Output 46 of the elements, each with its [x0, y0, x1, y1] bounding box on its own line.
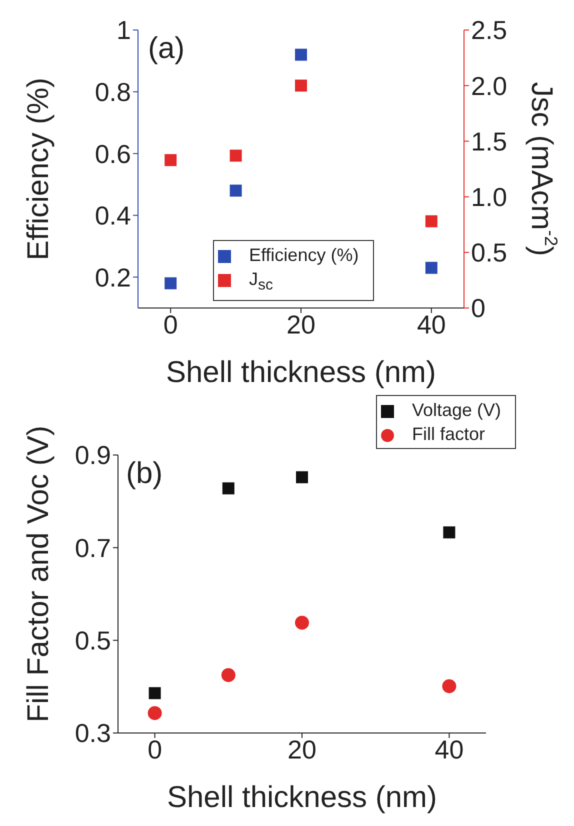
point — [221, 668, 236, 682]
point — [442, 679, 456, 694]
point — [443, 526, 456, 538]
point — [230, 150, 242, 162]
y2-tick-label: 2.5 — [471, 15, 508, 46]
point — [148, 687, 161, 700]
y-tick-label: 0.3 — [74, 718, 111, 748]
point — [148, 706, 162, 720]
x-axis-title: Shell thickness (nm) — [166, 781, 438, 814]
y-tick-label: 0.6 — [94, 138, 131, 169]
x-tick-label: 40 — [434, 734, 464, 764]
y-tick-label: 0.4 — [94, 200, 131, 231]
y-tick-label: 1 — [116, 15, 131, 46]
point — [296, 471, 308, 484]
point — [164, 277, 177, 290]
y2-tick-label: 0.5 — [471, 238, 508, 268]
x-axis-title: Shell thickness (nm) — [166, 356, 436, 389]
y-tick-label: 0.9 — [74, 440, 111, 470]
annotation: (a) — [148, 32, 185, 66]
point — [425, 262, 438, 274]
y2-tick-label: 2.0 — [471, 70, 508, 101]
y-axis-title: Fill Factor and Voc (V) — [22, 426, 55, 722]
y-tick-label: 0.2 — [94, 262, 131, 292]
point — [295, 48, 307, 61]
legend-label: Voltage (V) — [412, 400, 502, 420]
legend-label: J$_{sc}$ — [249, 269, 273, 294]
x-tick-label: 0 — [148, 734, 162, 764]
x-tick-label: 0 — [163, 309, 178, 340]
point — [295, 80, 307, 92]
annotation: (b) — [126, 457, 163, 491]
point — [164, 154, 177, 166]
point — [222, 482, 234, 494]
x-tick-label: 20 — [286, 309, 316, 340]
point — [425, 215, 438, 228]
point — [295, 616, 309, 630]
x-tick-label: 40 — [416, 309, 446, 340]
y-tick-label: 0.7 — [74, 532, 111, 563]
y-tick-label: 0.8 — [94, 77, 131, 108]
x-tick-label: 20 — [288, 734, 316, 764]
legend-label: Fill factor — [412, 424, 486, 444]
y2-tick-label: 1.5 — [471, 126, 508, 156]
legend-label: Efficiency (%) — [249, 245, 359, 265]
point — [230, 184, 242, 197]
y-axis-title: Efficiency (%) — [22, 78, 55, 260]
y-tick-label: 0.5 — [74, 626, 111, 656]
y2-tick-label: 1.0 — [471, 182, 508, 212]
